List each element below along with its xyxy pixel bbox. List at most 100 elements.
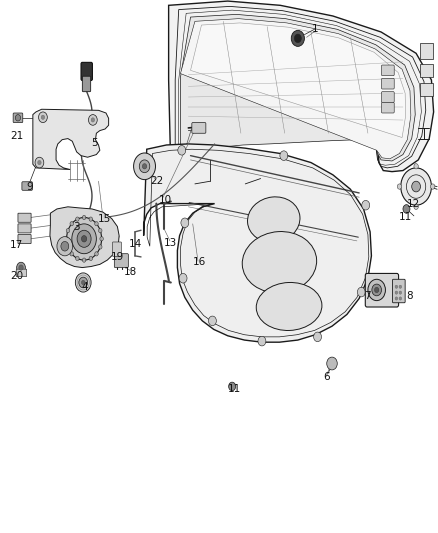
Polygon shape bbox=[420, 64, 433, 77]
Text: 3: 3 bbox=[73, 222, 80, 231]
Circle shape bbox=[82, 258, 86, 262]
Text: 16: 16 bbox=[193, 257, 206, 267]
Circle shape bbox=[79, 277, 88, 288]
Circle shape bbox=[100, 237, 103, 241]
Circle shape bbox=[81, 236, 87, 242]
Circle shape bbox=[139, 160, 150, 173]
Circle shape bbox=[181, 218, 189, 228]
Text: 18: 18 bbox=[124, 267, 137, 277]
Circle shape bbox=[401, 168, 431, 205]
Circle shape bbox=[82, 215, 86, 220]
Circle shape bbox=[412, 181, 420, 192]
Circle shape bbox=[368, 279, 385, 301]
Circle shape bbox=[314, 332, 321, 342]
Circle shape bbox=[357, 287, 365, 297]
Circle shape bbox=[89, 217, 92, 221]
Circle shape bbox=[372, 284, 381, 296]
Circle shape bbox=[70, 222, 74, 226]
Circle shape bbox=[431, 184, 435, 189]
Text: 12: 12 bbox=[407, 199, 420, 208]
Circle shape bbox=[403, 205, 410, 213]
FancyBboxPatch shape bbox=[381, 102, 394, 113]
FancyBboxPatch shape bbox=[381, 92, 394, 102]
Text: 17: 17 bbox=[10, 240, 23, 250]
Polygon shape bbox=[169, 1, 434, 172]
FancyBboxPatch shape bbox=[22, 182, 32, 190]
Text: 4: 4 bbox=[81, 282, 88, 292]
Circle shape bbox=[72, 224, 96, 254]
Circle shape bbox=[67, 217, 102, 260]
Text: 14: 14 bbox=[129, 239, 142, 249]
Text: 5: 5 bbox=[91, 138, 98, 148]
Text: 13: 13 bbox=[164, 238, 177, 247]
Circle shape bbox=[327, 357, 337, 370]
Circle shape bbox=[395, 291, 398, 294]
FancyBboxPatch shape bbox=[18, 213, 31, 222]
Polygon shape bbox=[33, 109, 109, 169]
FancyBboxPatch shape bbox=[381, 65, 394, 76]
Circle shape bbox=[414, 204, 418, 209]
Text: 9: 9 bbox=[26, 182, 33, 191]
Text: 22: 22 bbox=[150, 176, 163, 186]
Circle shape bbox=[399, 285, 402, 288]
Circle shape bbox=[81, 280, 85, 285]
Circle shape bbox=[294, 34, 301, 43]
FancyBboxPatch shape bbox=[392, 279, 405, 303]
Text: 20: 20 bbox=[10, 271, 23, 281]
Ellipse shape bbox=[247, 197, 300, 243]
Text: 8: 8 bbox=[406, 291, 413, 301]
Circle shape bbox=[397, 184, 402, 189]
Circle shape bbox=[178, 146, 186, 155]
Text: 15: 15 bbox=[98, 214, 111, 223]
Circle shape bbox=[134, 153, 155, 180]
Circle shape bbox=[89, 256, 92, 261]
Circle shape bbox=[99, 245, 102, 249]
FancyBboxPatch shape bbox=[81, 62, 92, 80]
FancyBboxPatch shape bbox=[13, 113, 23, 123]
Circle shape bbox=[95, 252, 98, 256]
Text: 19: 19 bbox=[111, 252, 124, 262]
Circle shape bbox=[229, 382, 236, 391]
FancyBboxPatch shape bbox=[192, 123, 206, 133]
Circle shape bbox=[76, 217, 79, 221]
FancyBboxPatch shape bbox=[18, 235, 31, 244]
Circle shape bbox=[395, 297, 398, 300]
Circle shape bbox=[15, 115, 21, 121]
Circle shape bbox=[76, 256, 79, 261]
Circle shape bbox=[65, 237, 68, 241]
FancyBboxPatch shape bbox=[381, 78, 394, 89]
Circle shape bbox=[77, 230, 91, 247]
Polygon shape bbox=[144, 144, 371, 342]
Circle shape bbox=[19, 265, 23, 270]
Circle shape bbox=[208, 316, 216, 326]
Circle shape bbox=[399, 297, 402, 300]
Circle shape bbox=[399, 291, 402, 294]
Circle shape bbox=[99, 229, 102, 233]
Polygon shape bbox=[180, 14, 415, 171]
Polygon shape bbox=[50, 207, 119, 268]
Circle shape bbox=[66, 245, 70, 249]
Circle shape bbox=[414, 164, 418, 169]
Circle shape bbox=[57, 237, 73, 256]
Circle shape bbox=[39, 112, 47, 123]
FancyBboxPatch shape bbox=[365, 273, 399, 307]
Circle shape bbox=[280, 151, 288, 160]
Polygon shape bbox=[420, 83, 433, 96]
Circle shape bbox=[374, 287, 379, 293]
FancyBboxPatch shape bbox=[114, 254, 128, 268]
FancyBboxPatch shape bbox=[18, 224, 31, 233]
Circle shape bbox=[66, 229, 70, 233]
Circle shape bbox=[395, 285, 398, 288]
Ellipse shape bbox=[256, 282, 322, 330]
Circle shape bbox=[61, 241, 69, 251]
Circle shape bbox=[95, 222, 98, 226]
Circle shape bbox=[70, 252, 74, 256]
Polygon shape bbox=[191, 23, 406, 138]
Circle shape bbox=[291, 30, 304, 46]
Text: 6: 6 bbox=[323, 373, 330, 382]
Circle shape bbox=[179, 273, 187, 283]
Circle shape bbox=[91, 118, 95, 122]
Circle shape bbox=[75, 273, 91, 292]
Text: 11: 11 bbox=[399, 213, 412, 222]
Text: 10: 10 bbox=[159, 195, 172, 205]
